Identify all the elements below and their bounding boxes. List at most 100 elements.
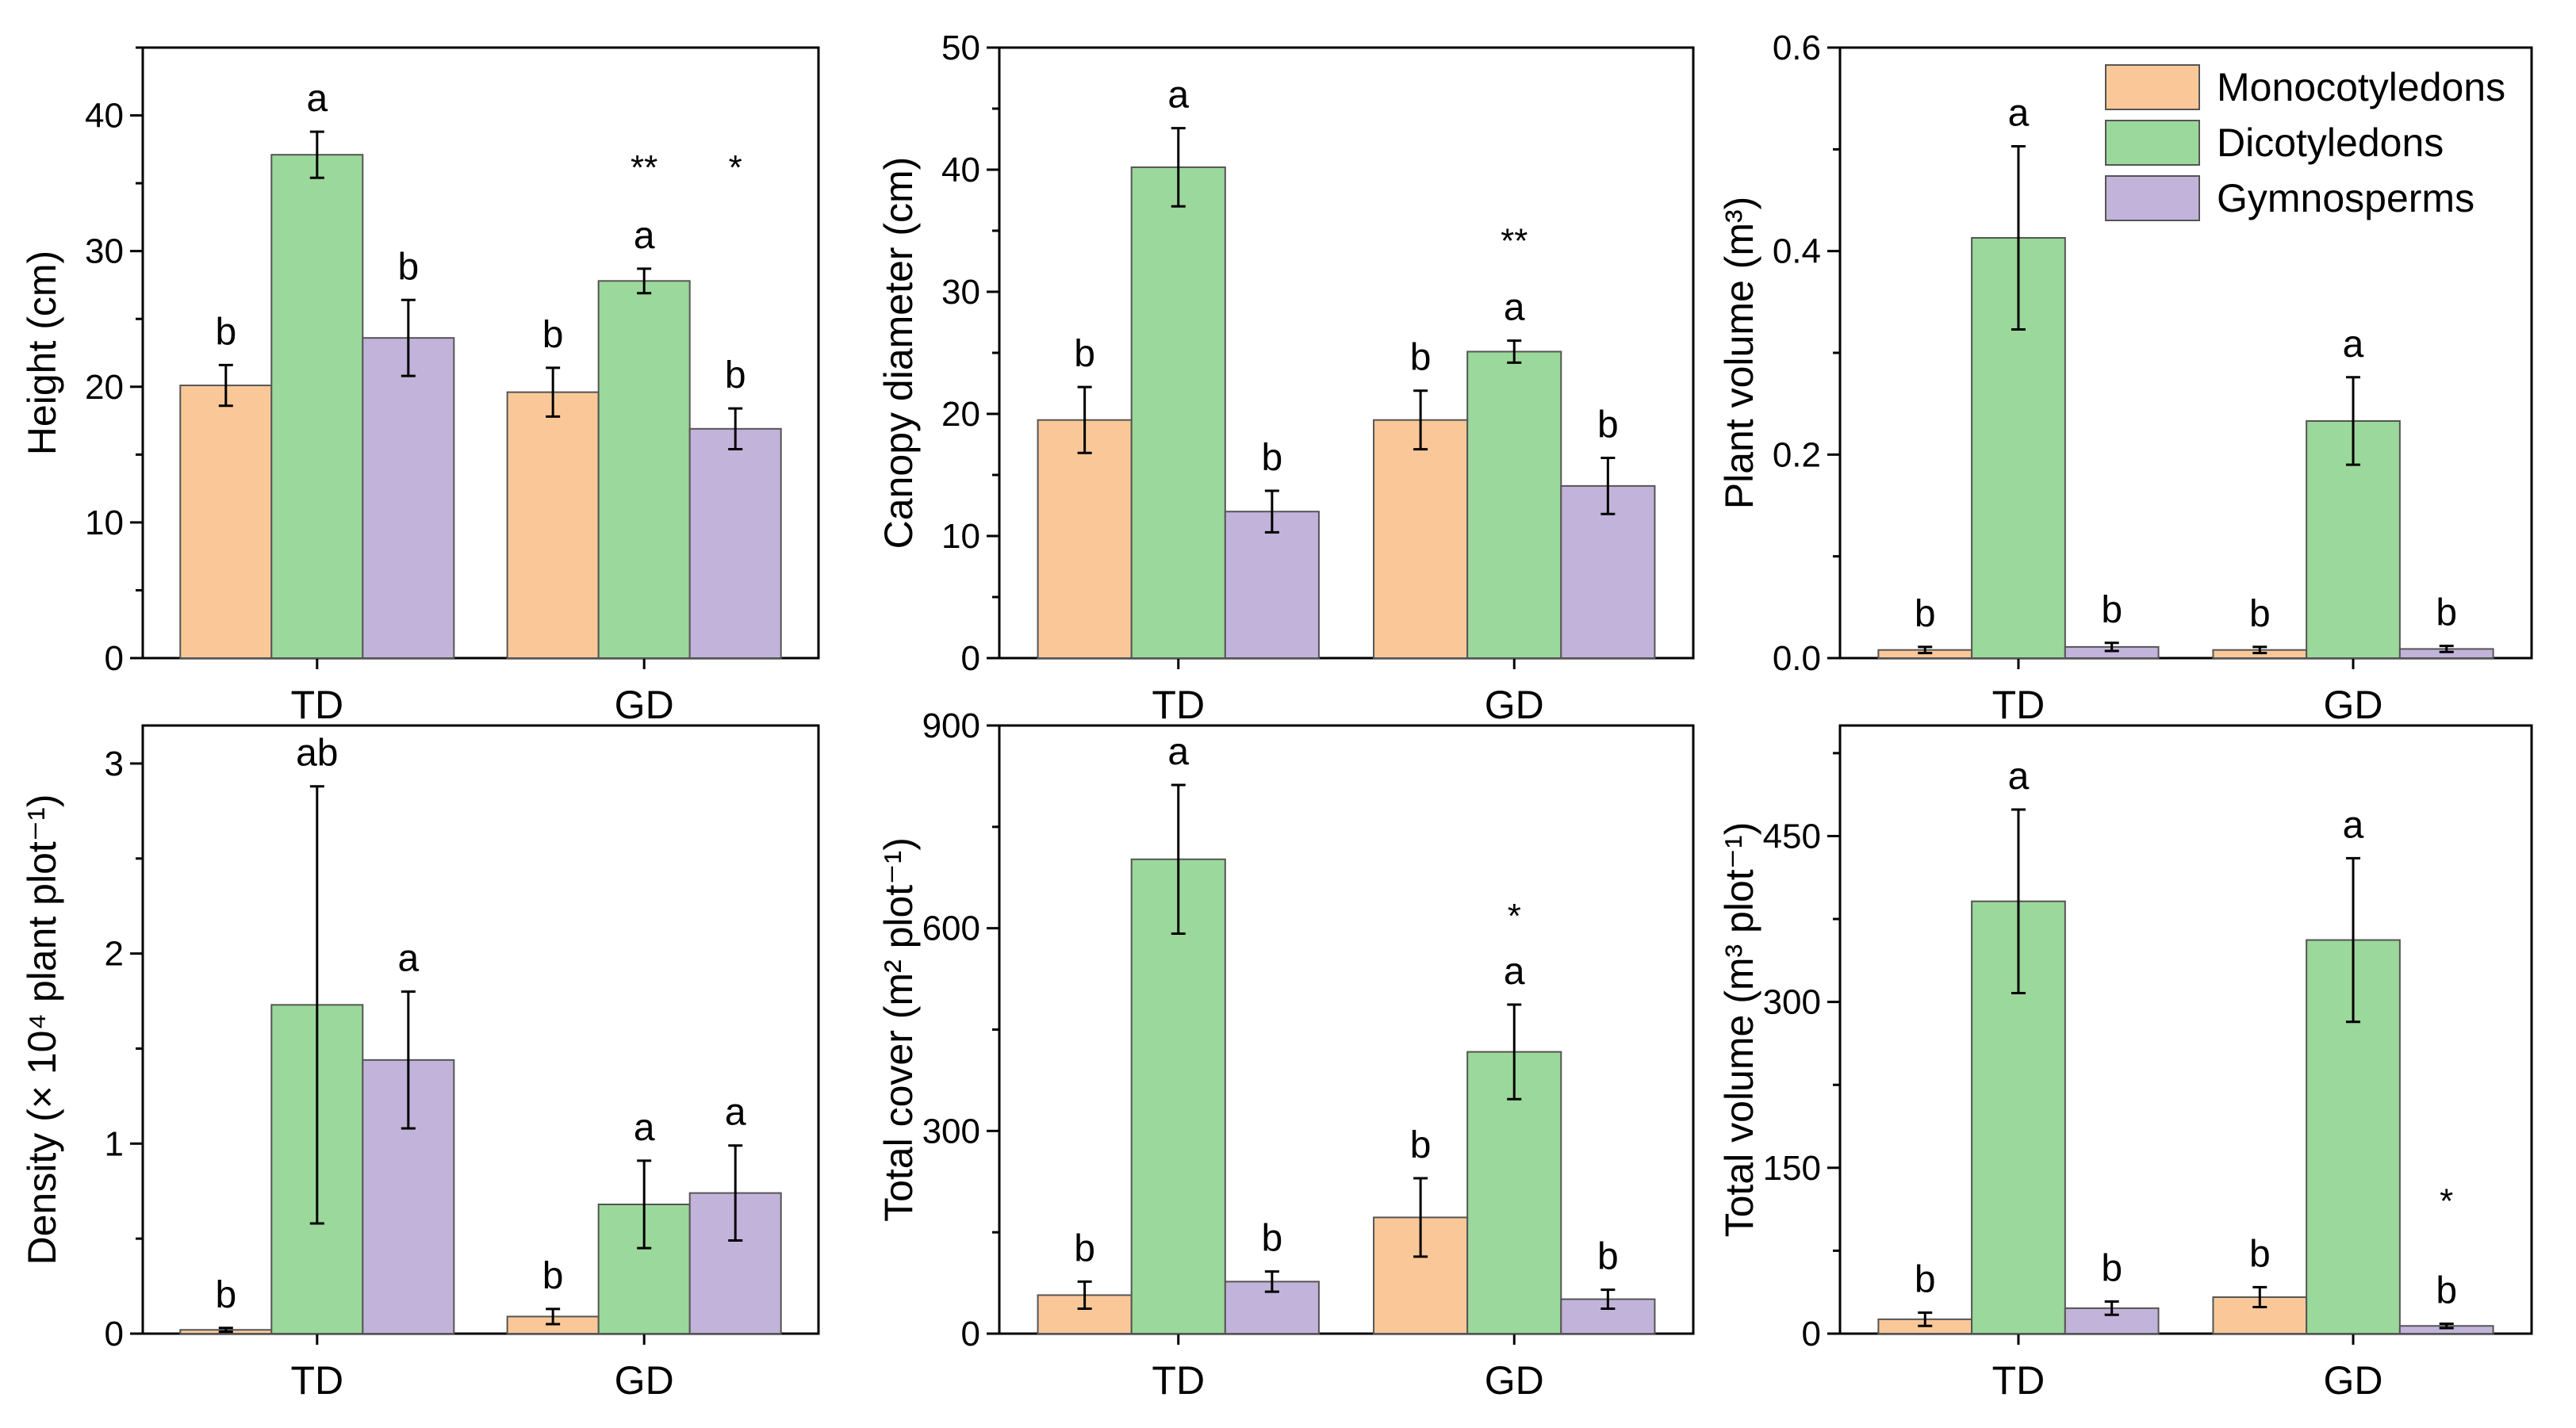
y-tick-label: 150	[1763, 1149, 1821, 1188]
bar-gymnosperms-td	[1224, 511, 1320, 660]
bar-gymnosperms-td	[1224, 1281, 1320, 1335]
legend-label-monocotyledons: Monocotyledons	[2217, 65, 2505, 109]
y-tick-label: 0.2	[1773, 435, 1821, 474]
bar-dicotyledons-td	[1130, 858, 1226, 1334]
significance-letter: a	[1504, 951, 1525, 993]
y-tick-label: 30	[85, 232, 124, 271]
y-tick-label: 300	[922, 1112, 980, 1150]
significance-letter: b	[1597, 404, 1619, 446]
significance-letter: a	[397, 938, 419, 980]
x-category-label: TD	[290, 683, 343, 727]
significance-letter: a	[2343, 324, 2364, 366]
significance-letter: b	[1410, 337, 1432, 379]
significance-letter: a	[725, 1092, 746, 1134]
bar-monocotyledons-gd	[1373, 419, 1469, 659]
y-tick-label: 0	[961, 1315, 980, 1353]
significance-letter: b	[397, 246, 419, 288]
x-category-label: GD	[1485, 683, 1544, 727]
significance-star: **	[631, 148, 657, 187]
significance-letter: a	[2008, 92, 2030, 134]
y-tick-label: 1	[105, 1124, 124, 1163]
y-axis-label: Height (cm)	[20, 251, 64, 455]
y-axis-label: Density (× 10⁴ plant plot⁻¹)	[20, 794, 64, 1265]
significance-letter: b	[1262, 1218, 1283, 1260]
x-category-label: TD	[1992, 1358, 2045, 1403]
significance-letter: b	[1597, 1236, 1619, 1278]
x-category-label: TD	[1992, 683, 2045, 727]
bar-dicotyledons-gd	[597, 280, 691, 659]
x-category-label: TD	[290, 1358, 343, 1403]
y-tick-label: 450	[1763, 817, 1821, 856]
y-tick-label: 20	[85, 368, 124, 407]
significance-letter: a	[2008, 756, 2030, 798]
bar-dicotyledons-td	[1130, 166, 1226, 660]
legend-label-gymnosperms: Gymnosperms	[2217, 176, 2474, 220]
significance-letter: a	[634, 215, 655, 257]
significance-letter: b	[2101, 589, 2122, 631]
y-axis-label: Canopy diameter (cm)	[876, 157, 921, 549]
bar-dicotyledons-gd	[2306, 939, 2401, 1335]
significance-letter: b	[215, 311, 236, 353]
plot-frame	[141, 724, 820, 1335]
significance-letter: a	[634, 1107, 655, 1149]
significance-star: *	[2440, 1181, 2453, 1220]
y-tick-label: 2	[105, 935, 124, 974]
significance-letter: b	[215, 1274, 236, 1316]
y-tick-label: 10	[85, 503, 124, 542]
significance-letter: b	[1074, 333, 1095, 375]
y-tick-label: 900	[922, 706, 980, 745]
significance-star: **	[1501, 221, 1528, 260]
x-category-label: TD	[1152, 1358, 1205, 1403]
x-category-label: GD	[2324, 1358, 2383, 1403]
significance-letter: b	[2249, 593, 2271, 635]
x-category-label: GD	[615, 683, 674, 727]
significance-star: *	[729, 148, 742, 187]
significance-letter: b	[1915, 593, 1936, 635]
y-tick-label: 0	[1802, 1315, 1821, 1353]
bar-dicotyledons-gd	[1466, 350, 1562, 659]
bar-gymnosperms-td	[362, 337, 455, 659]
significance-letter: b	[725, 354, 746, 396]
significance-letter: b	[1262, 437, 1283, 479]
plot-frame	[141, 46, 820, 660]
chart-panel-2: 0 10 20 30 40 50 Canopy diameter (cm) TD GD b b a a b…	[876, 29, 1695, 727]
significance-letter: a	[2343, 804, 2364, 846]
significance-letter: b	[2436, 1269, 2457, 1311]
legend-swatch-monocotyledons	[2105, 64, 2200, 110]
plot-frame	[998, 724, 1695, 1335]
y-tick-label: 600	[922, 909, 980, 948]
significance-letter: a	[1167, 731, 1189, 773]
significance-letter: b	[1074, 1227, 1095, 1269]
legend-label-dicotyledons: Dicotyledons	[2217, 121, 2444, 165]
y-axis-label: Total cover (m² plot⁻¹)	[876, 837, 921, 1222]
significance-letter: b	[1410, 1124, 1432, 1166]
y-tick-label: 0.4	[1773, 232, 1821, 271]
y-tick-label: 30	[941, 273, 980, 312]
bar-gymnosperms-gd	[688, 427, 782, 659]
significance-letter: b	[2101, 1248, 2122, 1290]
plot-frame	[1838, 724, 2533, 1335]
significance-letter: b	[1915, 1259, 1936, 1301]
legend-swatch-gymnosperms	[2105, 175, 2200, 221]
significance-letter: b	[542, 1255, 564, 1297]
chart-panel-5: 0 300 600 900 Total cover (m² plot⁻¹) TD GD b b a…	[876, 706, 1695, 1403]
significance-letter: a	[1504, 287, 1525, 329]
y-tick-label: 0	[105, 639, 124, 678]
y-tick-label: 300	[1763, 983, 1821, 1022]
bar-monocotyledons-gd	[506, 391, 600, 659]
chart-panel-3: 0.0 0.2 0.4 0.6 Plant volume (m³) TD GD b b a a b b M…	[1717, 29, 2533, 727]
y-tick-label: 0.6	[1773, 29, 1821, 67]
y-tick-label: 20	[941, 395, 980, 434]
significance-letter: b	[542, 314, 564, 356]
y-axis-label: Total volume (m³ plot⁻¹)	[1717, 822, 1761, 1238]
x-category-label: TD	[1152, 683, 1205, 727]
y-axis-label: Plant volume (m³)	[1717, 197, 1761, 510]
bar-dicotyledons-td	[270, 154, 364, 659]
significance-letter: b	[2436, 592, 2457, 634]
y-tick-label: 0	[105, 1315, 124, 1353]
x-category-label: GD	[1485, 1358, 1544, 1403]
y-tick-label: 3	[105, 745, 124, 783]
